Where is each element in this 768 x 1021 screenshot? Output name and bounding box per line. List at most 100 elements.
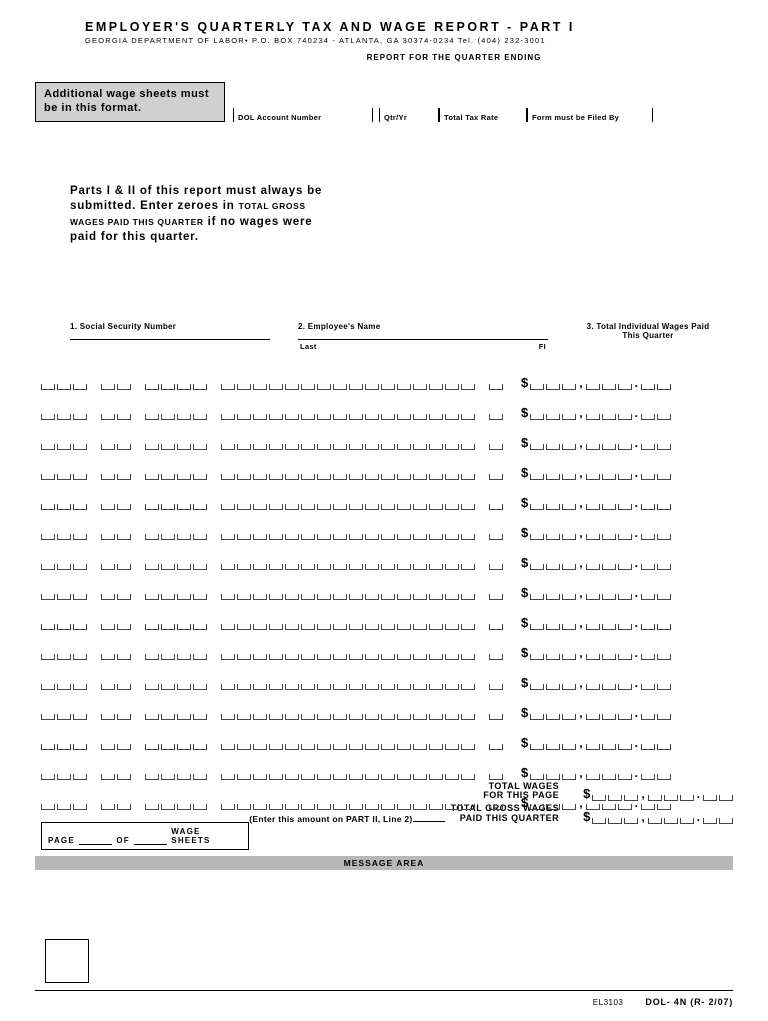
char-cell[interactable] bbox=[349, 584, 363, 600]
char-cell[interactable] bbox=[365, 584, 379, 600]
char-cell[interactable] bbox=[285, 554, 299, 570]
char-cell[interactable] bbox=[301, 464, 315, 480]
char-cell[interactable] bbox=[618, 614, 632, 630]
char-cell[interactable] bbox=[365, 404, 379, 420]
char-cell[interactable] bbox=[253, 614, 267, 630]
char-cell[interactable] bbox=[221, 764, 235, 780]
char-cell[interactable] bbox=[317, 674, 331, 690]
char-cell[interactable] bbox=[429, 434, 443, 450]
char-cell[interactable] bbox=[117, 674, 131, 690]
char-cell[interactable] bbox=[269, 524, 283, 540]
char-cell[interactable] bbox=[73, 434, 87, 450]
char-cell[interactable] bbox=[397, 524, 411, 540]
char-cell[interactable] bbox=[349, 494, 363, 510]
char-cell[interactable] bbox=[317, 644, 331, 660]
char-cell[interactable] bbox=[602, 674, 616, 690]
char-cell[interactable] bbox=[177, 764, 191, 780]
char-cell[interactable] bbox=[546, 584, 560, 600]
char-cell[interactable] bbox=[145, 374, 159, 390]
char-cell[interactable] bbox=[586, 584, 600, 600]
char-cell[interactable] bbox=[285, 464, 299, 480]
char-cell[interactable] bbox=[349, 524, 363, 540]
char-cell[interactable] bbox=[586, 404, 600, 420]
char-cell[interactable] bbox=[445, 794, 459, 810]
char-cell[interactable] bbox=[562, 674, 576, 690]
char-cell[interactable] bbox=[489, 374, 503, 390]
char-cell[interactable] bbox=[641, 584, 655, 600]
char-cell[interactable] bbox=[333, 554, 347, 570]
char-cell[interactable] bbox=[101, 464, 115, 480]
char-cell[interactable] bbox=[101, 674, 115, 690]
char-cell[interactable] bbox=[602, 404, 616, 420]
char-cell[interactable] bbox=[546, 464, 560, 480]
char-cell[interactable] bbox=[397, 374, 411, 390]
char-cell[interactable] bbox=[145, 764, 159, 780]
char-cell[interactable] bbox=[397, 704, 411, 720]
char-cell[interactable] bbox=[253, 734, 267, 750]
char-cell[interactable] bbox=[546, 794, 560, 810]
char-cell[interactable] bbox=[618, 404, 632, 420]
char-cell[interactable] bbox=[301, 434, 315, 450]
char-cell[interactable] bbox=[641, 404, 655, 420]
char-cell[interactable] bbox=[530, 464, 544, 480]
char-cell[interactable] bbox=[285, 734, 299, 750]
char-cell[interactable] bbox=[269, 734, 283, 750]
char-cell[interactable] bbox=[237, 674, 251, 690]
char-cell[interactable] bbox=[145, 644, 159, 660]
char-cell[interactable] bbox=[429, 674, 443, 690]
char-cell[interactable] bbox=[429, 524, 443, 540]
char-cell[interactable] bbox=[253, 464, 267, 480]
char-cell[interactable] bbox=[161, 644, 175, 660]
char-cell[interactable] bbox=[461, 764, 475, 780]
char-cell[interactable] bbox=[641, 434, 655, 450]
char-cell[interactable] bbox=[461, 794, 475, 810]
char-cell[interactable] bbox=[618, 434, 632, 450]
char-cell[interactable] bbox=[221, 404, 235, 420]
char-cell[interactable] bbox=[445, 464, 459, 480]
char-cell[interactable] bbox=[530, 644, 544, 660]
char-cell[interactable] bbox=[586, 614, 600, 630]
char-cell[interactable] bbox=[269, 674, 283, 690]
char-cell[interactable] bbox=[117, 464, 131, 480]
char-cell[interactable] bbox=[618, 644, 632, 660]
char-cell[interactable] bbox=[413, 764, 427, 780]
char-cell[interactable] bbox=[269, 554, 283, 570]
char-cell[interactable] bbox=[489, 434, 503, 450]
char-cell[interactable] bbox=[237, 404, 251, 420]
char-cell[interactable] bbox=[719, 808, 733, 824]
char-cell[interactable] bbox=[193, 464, 207, 480]
char-cell[interactable] bbox=[41, 734, 55, 750]
char-cell[interactable] bbox=[317, 464, 331, 480]
char-cell[interactable] bbox=[317, 554, 331, 570]
char-cell[interactable] bbox=[602, 434, 616, 450]
char-cell[interactable] bbox=[397, 614, 411, 630]
char-cell[interactable] bbox=[562, 584, 576, 600]
char-cell[interactable] bbox=[253, 434, 267, 450]
char-cell[interactable] bbox=[73, 794, 87, 810]
char-cell[interactable] bbox=[221, 434, 235, 450]
char-cell[interactable] bbox=[161, 404, 175, 420]
char-cell[interactable] bbox=[641, 674, 655, 690]
char-cell[interactable] bbox=[719, 785, 733, 801]
char-cell[interactable] bbox=[381, 644, 395, 660]
char-cell[interactable] bbox=[397, 674, 411, 690]
char-cell[interactable] bbox=[161, 704, 175, 720]
char-cell[interactable] bbox=[117, 704, 131, 720]
char-cell[interactable] bbox=[41, 674, 55, 690]
char-cell[interactable] bbox=[349, 794, 363, 810]
char-cell[interactable] bbox=[221, 554, 235, 570]
char-cell[interactable] bbox=[445, 584, 459, 600]
char-cell[interactable] bbox=[117, 554, 131, 570]
char-cell[interactable] bbox=[117, 614, 131, 630]
char-cell[interactable] bbox=[57, 494, 71, 510]
char-cell[interactable] bbox=[365, 764, 379, 780]
char-cell[interactable] bbox=[429, 794, 443, 810]
char-cell[interactable] bbox=[333, 374, 347, 390]
char-cell[interactable] bbox=[546, 404, 560, 420]
char-cell[interactable] bbox=[253, 794, 267, 810]
char-cell[interactable] bbox=[546, 434, 560, 450]
char-cell[interactable] bbox=[117, 374, 131, 390]
char-cell[interactable] bbox=[317, 614, 331, 630]
char-cell[interactable] bbox=[301, 584, 315, 600]
char-cell[interactable] bbox=[562, 464, 576, 480]
